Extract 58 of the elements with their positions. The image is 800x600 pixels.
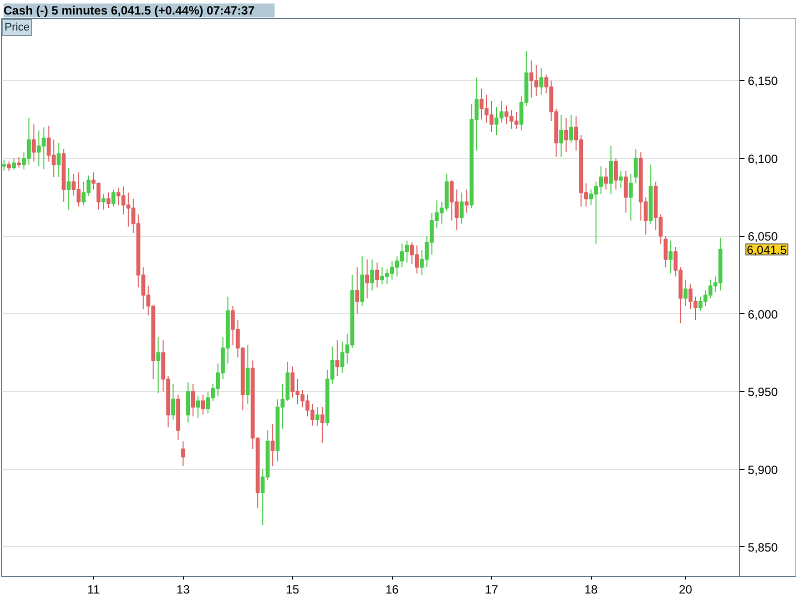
candlestick [569,114,574,144]
y-tick-label: 5,950 [748,385,778,400]
candlestick [634,148,638,184]
y-tick-label: 6,050 [748,230,778,244]
candlestick [608,145,613,195]
candlestick [16,156,21,168]
candlestick [106,192,110,209]
x-tick-label: 11 [87,582,100,596]
candlestick [66,167,71,210]
candlestick [171,383,176,420]
candlestick [614,158,618,190]
x-tick-label: 13 [176,582,190,596]
candlestick [191,383,196,417]
annotation: Price [4,22,30,34]
candlestick [270,424,275,467]
candlestick [624,170,628,214]
candlestick [464,188,469,214]
candlestick [684,279,688,307]
candlestick [320,406,324,444]
y-tick-label: 6,150 [748,74,778,88]
candlestick [668,240,673,274]
candlestick [6,160,11,172]
candlestick [539,68,544,96]
candlestick [12,158,16,170]
candlestick [2,159,6,172]
y-tick-label: 6,100 [748,152,778,166]
y-tick-label: 5,850 [748,540,778,554]
x-tick-label: 16 [385,582,400,596]
x-tick-label: 15 [286,582,300,596]
x-tick-label: 18 [584,582,598,596]
candlestick [628,173,633,222]
candlestick [559,114,564,158]
chart-title: Cash (-) 5 minutes 6,041.5 (+0.44%) 07:47:37 [4,4,255,18]
candlestick [335,340,340,376]
text: 6,041.5 [746,242,788,257]
candlestick [181,440,186,467]
candlestick [156,336,160,394]
x-tick-label: 20 [678,582,693,596]
candlestick [56,142,61,178]
candlestick [375,262,380,288]
y-tick-label: 5,900 [748,462,778,477]
candlestick [370,258,374,292]
x-tick-label: 17 [484,582,499,596]
candlestick [460,192,464,224]
candlestick [32,124,36,162]
candlestick [564,117,568,153]
candlestick [604,167,608,190]
candlestick [664,236,668,268]
candlestick [200,394,205,416]
candlestick [315,406,320,426]
candlestick [618,170,623,188]
y-tick-label: 6,000 [748,307,778,322]
candlestick [186,382,190,424]
candlestick [355,266,360,314]
candlestick [101,194,106,210]
candlestick [111,188,116,208]
candlestick [196,396,200,418]
candlestick [365,258,370,299]
